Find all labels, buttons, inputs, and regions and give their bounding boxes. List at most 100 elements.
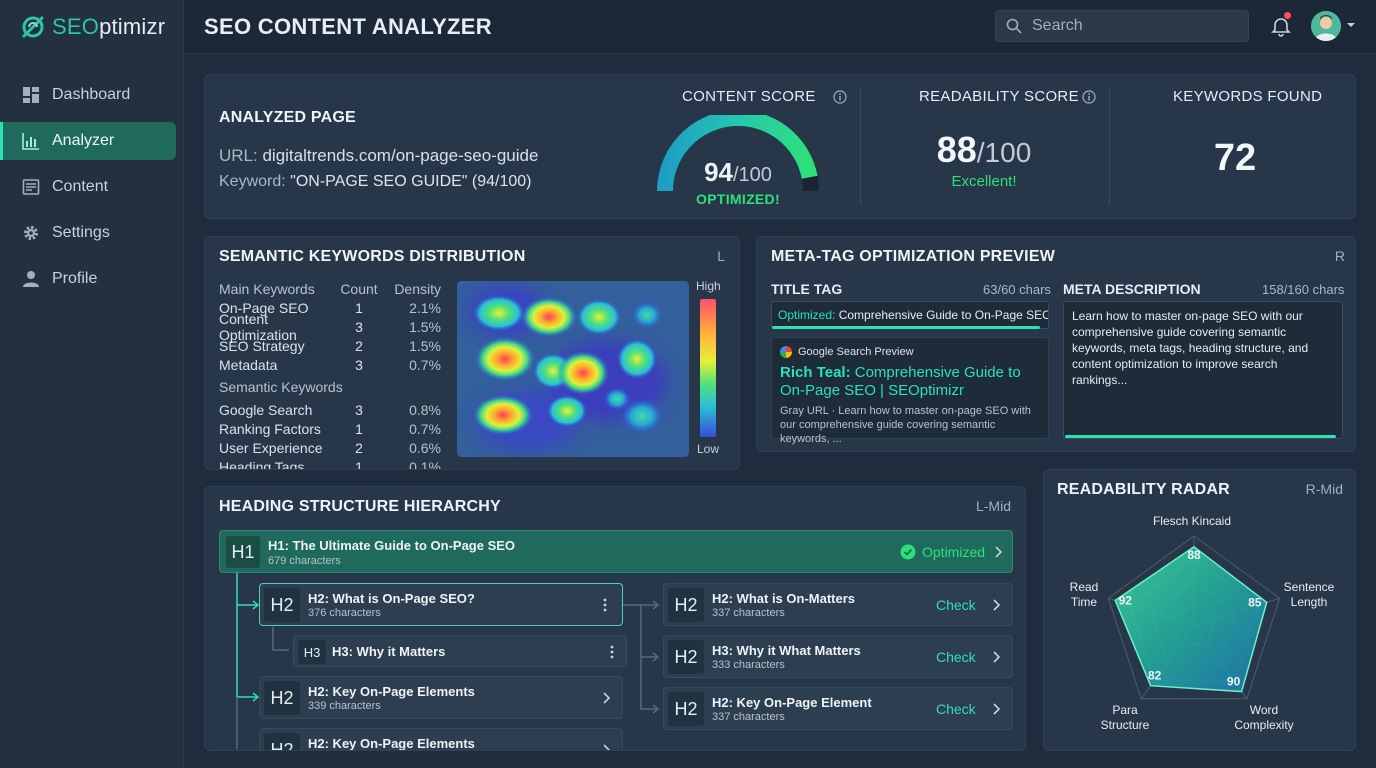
radar-value-label: 88 — [1187, 548, 1201, 562]
check-button[interactable]: Check — [936, 597, 976, 613]
url-value[interactable]: digitaltrends.com/on-page-seo-guide — [262, 146, 539, 165]
table-header: Main Keywords Count Density — [219, 280, 441, 297]
google-icon — [780, 346, 792, 358]
heading-card-title: HEADING STRUCTURE HIERARCHY — [219, 498, 501, 515]
chevron-right-icon[interactable] — [992, 651, 1000, 663]
chevron-right-icon[interactable] — [602, 744, 610, 751]
table-row[interactable]: Heading Tags 1 0.1% — [219, 458, 441, 470]
keywords-found-label: KEYWORDS FOUND — [1173, 88, 1323, 105]
heading-char-count: 339 characters — [308, 700, 381, 712]
title-tag-field[interactable]: Optimized: Comprehensive Guide to On-Pag… — [771, 301, 1049, 329]
sidebar-item-profile[interactable]: Profile — [0, 260, 176, 298]
info-icon[interactable] — [1082, 90, 1096, 104]
page-title: SEO CONTENT ANALYZER — [204, 14, 492, 39]
h2-badge: H2 — [264, 733, 300, 750]
title-tag-char-count: 63/60 chars — [983, 282, 1051, 297]
heading-row-h2[interactable]: H2 H2: What is On-Page SEO? 376 characte… — [259, 583, 623, 626]
app-logo[interactable]: SEOptimizr — [20, 12, 165, 42]
radar-value-label: 90 — [1227, 675, 1241, 689]
notification-badge — [1284, 12, 1291, 19]
logo-icon — [22, 16, 44, 38]
h2-badge: H2 — [668, 640, 704, 674]
check-button[interactable]: Check — [936, 649, 976, 665]
heading-char-count: 337 characters — [712, 607, 785, 619]
sidebar-item-label: Dashboard — [52, 86, 131, 103]
meta-description-field[interactable]: Learn how to master on-page SEO with our… — [1063, 301, 1343, 439]
sidebar-item-label: Settings — [52, 224, 110, 241]
check-button[interactable]: Check — [936, 701, 976, 717]
radar-value-label: 82 — [1148, 669, 1162, 683]
table-row[interactable]: Ranking Factors 1 0.7% — [219, 420, 441, 437]
readability-radar-card: READABILITY RADAR R-Mid 88 85 90 82 92 Flesc… — [1043, 469, 1356, 751]
semantic-card-title: SEMANTIC KEYWORDS DISTRIBUTION — [219, 248, 526, 265]
h1-badge: H1 — [226, 536, 260, 568]
heading-text: H2: Key On-Page Elements — [308, 684, 475, 699]
chevron-right-icon[interactable] — [602, 692, 610, 704]
heading-char-count: 333 characters — [712, 659, 785, 671]
keywords-found-value: 72 — [1213, 137, 1257, 179]
heading-char-count: 679 characters — [268, 555, 341, 567]
sidebar-item-content[interactable]: Content — [0, 168, 176, 206]
more-options-icon[interactable] — [610, 645, 614, 659]
heading-row-h2[interactable]: H2 H2: Key On-Page Elements — [259, 728, 623, 751]
radar-grid-ring — [1107, 535, 1281, 700]
app-name: SEOptimizr — [52, 14, 166, 39]
readability-score-label: READABILITY SCORE — [919, 88, 1079, 105]
heading-row-h1[interactable]: H1 H1: The Ultimate Guide to On-Page SEO… — [219, 530, 1013, 573]
description-length-bar — [1065, 435, 1336, 438]
analyzer-icon — [22, 133, 39, 150]
keyword-table: Main Keywords Count Density On-Page SEO 1 2.… — [219, 279, 441, 470]
table-row[interactable]: SEO Strategy 2 1.5% — [219, 337, 441, 354]
more-options-icon[interactable] — [603, 598, 607, 612]
chevron-right-icon[interactable] — [994, 546, 1002, 558]
sidebar: SEOptimizr Dashboard Analyzer Content Se… — [0, 0, 184, 768]
heading-row-h2[interactable]: H2 H2: What is On-Matters 337 characters… — [663, 583, 1013, 626]
search-input[interactable] — [1032, 17, 1232, 35]
avatar[interactable] — [1311, 11, 1341, 41]
info-icon[interactable] — [833, 90, 847, 104]
panel-position-tag: R — [1334, 248, 1345, 264]
heading-char-count: 376 characters — [308, 607, 381, 619]
heading-row-h3[interactable]: H3 H3: Why it Matters — [293, 635, 627, 667]
table-row[interactable]: On-Page SEO 1 2.1% — [219, 299, 441, 316]
semantic-keywords-card: SEMANTIC KEYWORDS DISTRIBUTION L Main Ke… — [204, 236, 740, 470]
heading-row-h2[interactable]: H2 H2: Key On-Page Elements 339 characte… — [259, 676, 623, 719]
dashboard-icon — [23, 87, 39, 103]
radar-chart: 88 85 90 82 92 — [1107, 535, 1281, 700]
keyword-heatmap[interactable] — [457, 281, 689, 457]
table-row[interactable]: Metadata 3 0.7% — [219, 356, 441, 373]
serp-title[interactable]: Rich Teal: Comprehensive Guide to On-Pag… — [780, 364, 1021, 399]
analyzed-page-title: ANALYZED PAGE — [219, 109, 356, 126]
radar-value-label: 85 — [1248, 595, 1262, 609]
heading-text: H3: Why it Matters — [332, 644, 446, 659]
heading-char-count: 337 characters — [712, 711, 785, 723]
sidebar-item-dashboard[interactable]: Dashboard — [0, 76, 176, 114]
sidebar-item-settings[interactable]: Settings — [0, 214, 176, 252]
panel-position-tag: R-Mid — [1305, 481, 1343, 497]
h2-badge: H2 — [668, 588, 704, 622]
heading-row-h2[interactable]: H2 H2: Key On-Page Element 337 character… — [663, 687, 1013, 730]
radar-card-title: READABILITY RADAR — [1057, 481, 1230, 498]
chevron-right-icon[interactable] — [992, 599, 1000, 611]
table-row[interactable]: User Experience 2 0.6% — [219, 439, 441, 456]
heading-structure-card: HEADING STRUCTURE HIERARCHY L-Mid H1 H1:… — [204, 486, 1026, 751]
heading-row-h2[interactable]: H2 H3: Why it What Matters 333 character… — [663, 635, 1013, 678]
content-score-label: CONTENT SCORE — [682, 88, 816, 105]
notification-bell-icon[interactable] — [1270, 15, 1292, 37]
radar-area — [1114, 545, 1268, 693]
heading-text: H2: Key On-Page Elements — [308, 736, 475, 751]
radar-value-labels: 88 85 90 82 92 — [1119, 548, 1262, 689]
serp-preview: Google Search Preview Rich Teal: Compreh… — [771, 337, 1049, 445]
heading-status: Optimized — [922, 544, 986, 560]
analyzed-url: URL: digitaltrends.com/on-page-seo-guide — [219, 146, 539, 165]
chevron-down-icon[interactable] — [1346, 20, 1356, 30]
readability-status: Excellent! — [951, 173, 1017, 190]
sidebar-item-analyzer[interactable]: Analyzer — [0, 122, 176, 160]
divider — [860, 89, 861, 205]
table-row[interactable]: Google Search 3 0.8% — [219, 401, 441, 418]
h3-badge: H3 — [298, 640, 326, 664]
search-box[interactable] — [995, 10, 1249, 42]
sidebar-item-label: Analyzer — [52, 132, 115, 149]
chevron-right-icon[interactable] — [992, 703, 1000, 715]
table-row[interactable]: Content Optimization 3 1.5% — [219, 310, 441, 343]
